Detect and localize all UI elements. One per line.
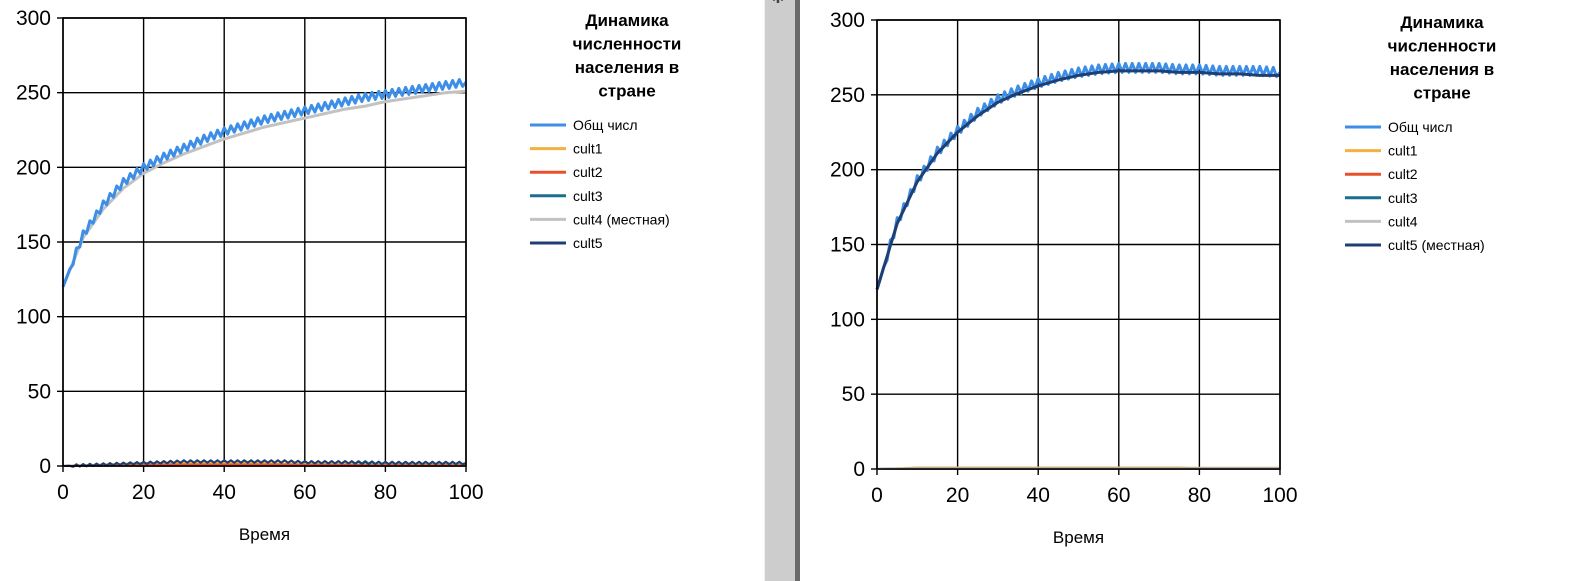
plot-border xyxy=(62,17,467,467)
y-tick-label: 200 xyxy=(16,156,51,179)
legend-label: cult1 xyxy=(1388,143,1418,159)
x-tick-label: 20 xyxy=(946,484,969,507)
grid xyxy=(62,17,467,467)
y-tick-label: 150 xyxy=(830,234,865,257)
y-tick-label: 300 xyxy=(16,7,51,30)
x-tick-label: 20 xyxy=(132,481,155,504)
legend-label: cult4 xyxy=(1388,213,1418,229)
x-axis-title: Время xyxy=(239,525,290,544)
splitter-edge xyxy=(795,0,800,581)
x-tick-label: 40 xyxy=(1027,484,1050,507)
y-tick-label: 50 xyxy=(28,380,51,403)
population-chart-left: 0 20 40 60 80 100 0 50 100 150 200 250 300 Время Динам… xyxy=(16,7,682,544)
x-tick-label: 0 xyxy=(57,481,69,504)
series-line-6 xyxy=(875,69,1280,290)
y-tick-label: 150 xyxy=(16,231,51,254)
legend-label: cult5 xyxy=(573,235,603,251)
legend-label: cult5 (местная) xyxy=(1388,237,1485,253)
y-tick-label: 0 xyxy=(853,458,865,481)
plot-border xyxy=(876,19,1281,470)
legend-label: cult3 xyxy=(1388,190,1418,206)
legend-label: cult2 xyxy=(1388,166,1418,182)
x-tick-label: 40 xyxy=(213,481,236,504)
x-tick-label: 60 xyxy=(293,481,316,504)
splitter[interactable]: ✱ xyxy=(760,0,808,581)
splitter-track[interactable] xyxy=(764,0,795,581)
y-tick-label: 100 xyxy=(16,306,51,329)
series-line-3 xyxy=(62,463,466,467)
y-tick-label: 50 xyxy=(842,383,865,406)
y-tick-label: 250 xyxy=(16,82,51,105)
legend-label: Общ числ xyxy=(573,117,638,133)
x-tick-label: 100 xyxy=(448,481,483,504)
chart-panel-left: 0 20 40 60 80 100 0 50 100 150 200 250 300 Время Динам… xyxy=(0,0,760,581)
legend-label: cult1 xyxy=(573,141,603,157)
y-tick-label: 100 xyxy=(830,308,865,331)
series-line-1 xyxy=(875,61,1282,290)
y-tick-label: 200 xyxy=(830,159,865,182)
series-group xyxy=(61,78,468,468)
chart-panel-right: 0 20 40 60 80 100 0 50 100 150 200 250 300 Время Динам… xyxy=(810,0,1574,581)
legend: Общ числ cult1 cult2 cult3 cult4 (местная) cu… xyxy=(530,117,670,251)
series-line-6 xyxy=(62,459,467,468)
series-line-5 xyxy=(61,89,467,288)
x-axis-title: Время xyxy=(1053,528,1104,547)
series-line-1 xyxy=(61,78,468,288)
legend: Общ числ cult1 cult2 cult3 cult4 cult5 (местн… xyxy=(1345,119,1485,253)
pin-icon[interactable]: ✱ xyxy=(768,0,788,7)
y-tick-label: 0 xyxy=(39,455,51,478)
x-tick-label: 80 xyxy=(374,481,397,504)
x-tick-label: 80 xyxy=(1188,484,1211,507)
y-tick-label: 300 xyxy=(830,9,865,32)
legend-label: cult2 xyxy=(573,164,603,180)
legend-title: Динамика численности населения в стране xyxy=(573,11,682,101)
population-chart-right: 0 20 40 60 80 100 0 50 100 150 200 250 300 Время Динам… xyxy=(830,9,1497,547)
legend-label: cult4 (местная) xyxy=(573,211,670,227)
legend-label: Общ числ xyxy=(1388,119,1453,135)
x-tick-label: 100 xyxy=(1262,484,1297,507)
legend-title: Динамика численности населения в стране xyxy=(1388,13,1497,103)
x-tick-label: 0 xyxy=(871,484,883,507)
x-tick-label: 60 xyxy=(1107,484,1130,507)
y-tick-label: 250 xyxy=(830,84,865,107)
legend-label: cult3 xyxy=(573,188,603,204)
